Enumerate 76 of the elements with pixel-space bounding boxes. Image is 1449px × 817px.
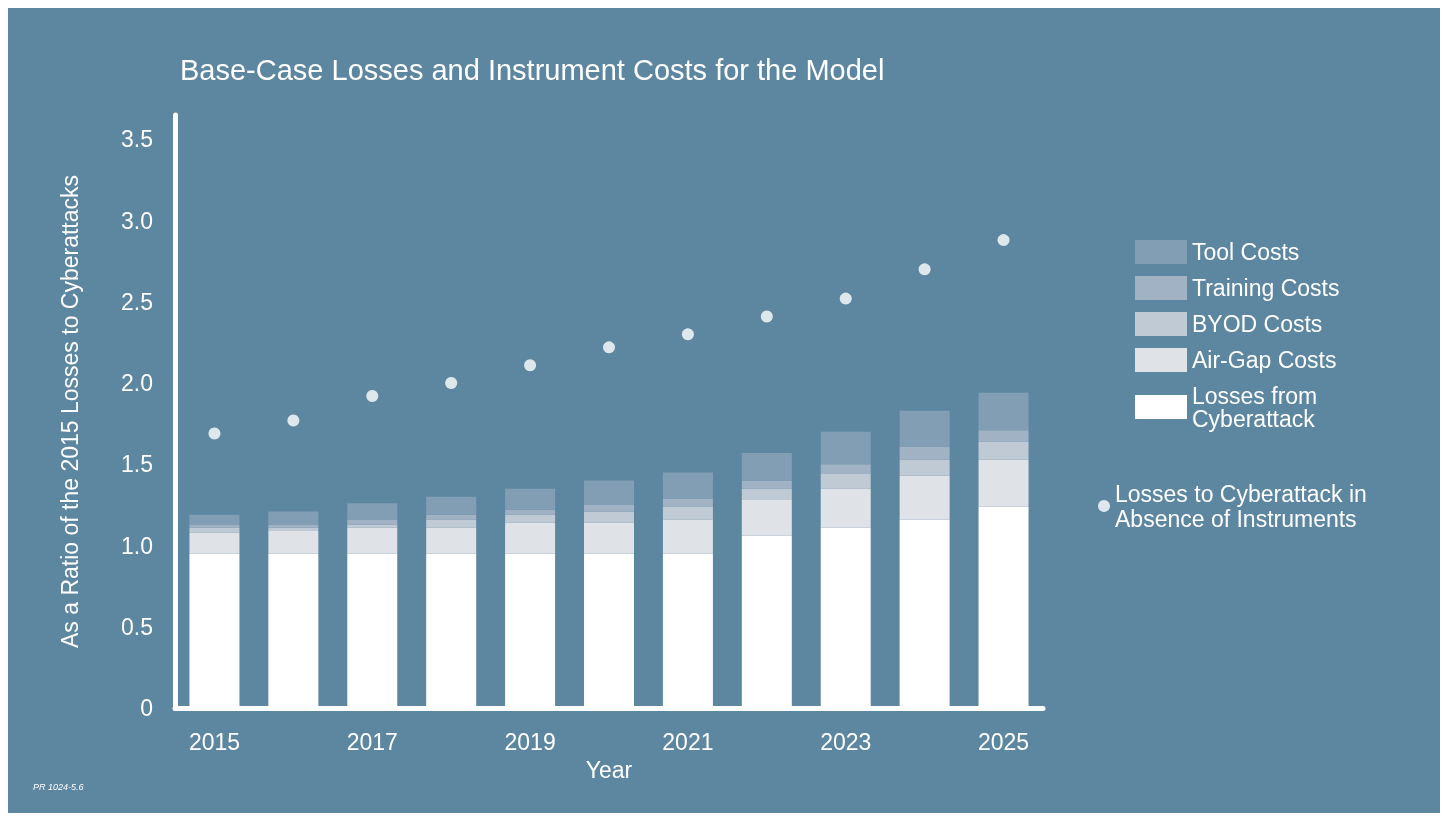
y-axis-title: As a Ratio of the 2015 Losses to Cyberattacks xyxy=(57,174,83,649)
bar xyxy=(820,474,871,489)
point xyxy=(997,234,1010,247)
bar xyxy=(505,522,556,554)
bar xyxy=(820,488,871,528)
legend-label: Air-Gap Costs xyxy=(1192,347,1337,373)
y-tick-label: 3.5 xyxy=(121,126,153,153)
bar xyxy=(189,514,240,525)
legend-label: Tool Costs xyxy=(1192,239,1300,265)
y-tick-label: 0.5 xyxy=(121,613,153,640)
bar xyxy=(978,430,1029,442)
legend-label: Training Costs xyxy=(1192,275,1340,301)
bar xyxy=(662,519,713,554)
y-tick-label: 1.0 xyxy=(121,532,153,559)
bar xyxy=(426,519,477,528)
x-axis-title: Year xyxy=(585,756,633,783)
bar xyxy=(426,527,477,554)
bar xyxy=(189,524,240,528)
bar xyxy=(741,500,792,536)
point xyxy=(524,359,537,372)
chart-title: Base-Case Losses and Instrument Costs for the Model xyxy=(180,53,885,86)
bar xyxy=(662,498,713,507)
bar xyxy=(268,530,319,554)
legend-label: BYOD Costs xyxy=(1192,311,1323,337)
bar xyxy=(505,509,556,515)
bar xyxy=(820,464,871,475)
x-tick-label: 2019 xyxy=(504,728,556,755)
bar xyxy=(899,446,950,460)
y-tick-label: 2.0 xyxy=(121,370,153,397)
point xyxy=(918,263,931,276)
y-tick-label: 2.5 xyxy=(121,288,153,315)
legend-label: Losses to Cyberattack in Absence of Instruments xyxy=(1115,480,1374,532)
point xyxy=(760,310,773,323)
x-tick-label: 2017 xyxy=(346,728,398,755)
bar xyxy=(741,488,792,501)
bar xyxy=(899,459,950,476)
bar xyxy=(189,527,240,533)
y-tick-label: 1.5 xyxy=(121,451,153,478)
point xyxy=(445,377,458,390)
bar xyxy=(426,514,477,520)
bar xyxy=(347,503,398,520)
bar xyxy=(505,488,556,510)
bar xyxy=(662,472,713,499)
x-tick-label: 2015 xyxy=(188,728,241,755)
bar xyxy=(662,506,713,520)
bar xyxy=(268,511,319,525)
point xyxy=(681,328,694,341)
point xyxy=(366,390,379,403)
bar xyxy=(189,532,240,554)
y-tick-label: 0 xyxy=(140,695,153,721)
bar xyxy=(505,514,556,523)
bar xyxy=(978,441,1029,460)
point xyxy=(208,427,221,440)
point xyxy=(839,292,852,305)
legend-label: Losses from Cyberattack xyxy=(1192,382,1324,432)
point xyxy=(287,414,300,427)
bar xyxy=(978,392,1029,431)
bar xyxy=(347,524,398,528)
bar xyxy=(820,431,871,465)
bar xyxy=(584,511,634,523)
bar xyxy=(584,504,634,512)
bar xyxy=(426,496,477,515)
bar xyxy=(584,522,634,554)
bar xyxy=(741,480,792,489)
bar xyxy=(978,459,1029,507)
bar xyxy=(899,410,950,447)
bar xyxy=(741,452,792,481)
bar xyxy=(347,527,398,554)
bar xyxy=(899,475,950,520)
bar xyxy=(584,480,634,505)
x-tick-label: 2021 xyxy=(662,728,714,755)
text: PR 1024-5.6 xyxy=(33,781,84,792)
x-tick-label: 2023 xyxy=(820,728,872,755)
y-tick-label: 3.0 xyxy=(121,207,153,234)
x-tick-label: 2025 xyxy=(977,728,1030,755)
point xyxy=(603,341,615,354)
